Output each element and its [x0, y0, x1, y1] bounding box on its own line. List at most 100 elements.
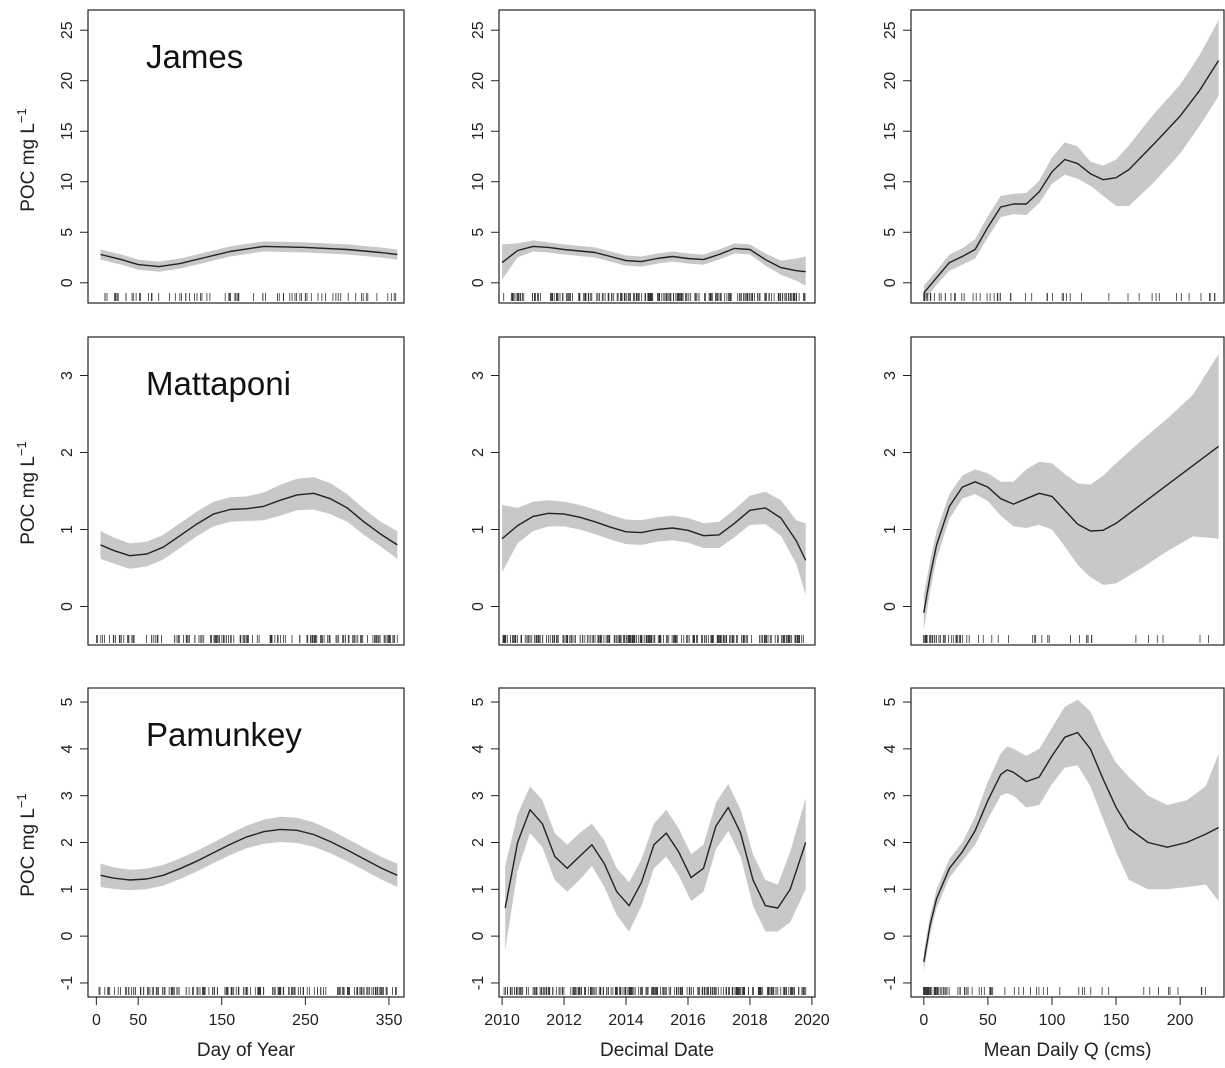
x-tick-label: 2020	[794, 1012, 830, 1029]
x-tick-label: 0	[92, 1012, 101, 1029]
x-tick-label: 2010	[484, 1012, 520, 1029]
y-tick-label: 20	[882, 72, 899, 90]
y-tick-label: 1	[59, 885, 76, 894]
x-tick-label: 0	[919, 1012, 928, 1029]
y-tick-label: 3	[470, 791, 487, 800]
y-tick-label: 3	[882, 791, 899, 800]
confidence-band-pamunkey-q	[923, 699, 1219, 972]
x-tick-label: 2014	[608, 1012, 644, 1029]
y-tick-label: 1	[470, 885, 487, 894]
confidence-band-pamunkey-date	[505, 784, 806, 951]
y-tick-label: 15	[470, 122, 487, 140]
y-tick-label: 5	[470, 228, 487, 237]
panel-james-doy: 0 5 10 15 20 25 James	[59, 9, 405, 304]
plot-frame-james-q	[910, 9, 1225, 304]
y-tick-label: 3	[470, 371, 487, 380]
rug-mattaponi-doy	[96, 635, 398, 643]
fit-line-mattaponi-q	[923, 445, 1220, 613]
fit-line-mattaponi-date	[501, 507, 807, 561]
y-axis-labels: POC mg L−1 POC mg L−1 POC mg L−1	[14, 108, 39, 897]
confidence-band-mattaponi-doy	[100, 477, 398, 569]
y-tick-label: 5	[882, 697, 899, 706]
y-tick-label: 4	[882, 744, 899, 753]
x-tick-label: 200	[1167, 1012, 1194, 1029]
x-tick-label: 2012	[546, 1012, 582, 1029]
fit-line-james-date	[501, 245, 806, 273]
y-tick-label: 0	[59, 932, 76, 941]
y-tick-label: 15	[59, 122, 76, 140]
rug-james-date	[503, 293, 806, 301]
y-tick-label: 0	[470, 932, 487, 941]
y-tick-label: 15	[882, 122, 899, 140]
panel-james-date: 0 5 10 15 20 25	[470, 9, 816, 304]
fit-line-mattaponi-doy	[100, 492, 398, 557]
y-tick-label: 2	[470, 838, 487, 847]
fit-line-james-q	[923, 60, 1220, 294]
x-tick-label: 100	[1039, 1012, 1066, 1029]
x-tick-label: 2016	[670, 1012, 706, 1029]
y-tick-label: 25	[59, 21, 76, 39]
y-tick-label: 0	[59, 602, 76, 611]
fit-line-pamunkey-q	[923, 731, 1219, 963]
y-tick-label: 1	[882, 885, 899, 894]
rug-mattaponi-date	[502, 635, 804, 643]
y-tick-label: 4	[470, 744, 487, 753]
confidence-band-mattaponi-q	[923, 353, 1219, 630]
y-tick-label: 1	[470, 525, 487, 534]
y-tick-label: 0	[59, 278, 76, 287]
y-tick-label: 3	[59, 371, 76, 380]
y-tick-label: 3	[882, 371, 899, 380]
fit-line-pamunkey-date	[504, 806, 807, 909]
y-tick-label: 1	[882, 525, 899, 534]
y-tick-label: 0	[882, 932, 899, 941]
y-axis-label-row-1: POC mg L−1	[14, 108, 39, 212]
y-tick-label: 0	[882, 278, 899, 287]
y-tick-label: -1	[59, 976, 76, 990]
y-tick-label: 5	[882, 228, 899, 237]
panel-mattaponi-date: 0 1 2 3	[470, 336, 816, 646]
river-name-pamunkey-doy: Pamunkey	[146, 716, 302, 753]
y-axis-label-row-2: POC mg L−1	[14, 441, 39, 545]
fit-line-pamunkey-doy	[100, 828, 398, 881]
panel-mattaponi-doy: 0 1 2 3 Mattaponi	[59, 336, 405, 646]
x-tick-label: 150	[208, 1012, 235, 1029]
plot-frame-mattaponi-date	[498, 336, 816, 646]
confidence-band-mattaponi-date	[502, 491, 806, 595]
river-name-mattaponi-doy: Mattaponi	[146, 365, 291, 402]
y-tick-label: 20	[470, 72, 487, 90]
plot-frame-james-doy	[87, 9, 405, 304]
rug-pamunkey-date	[503, 987, 807, 995]
y-tick-label: 10	[470, 173, 487, 191]
confidence-band-pamunkey-doy	[100, 816, 398, 891]
y-tick-label: 2	[882, 448, 899, 457]
y-tick-label: 25	[470, 21, 487, 39]
y-tick-label: 3	[59, 791, 76, 800]
y-tick-label: -1	[470, 976, 487, 990]
y-tick-label: -1	[882, 976, 899, 990]
y-tick-label: 2	[882, 838, 899, 847]
x-tick-label: 50	[129, 1012, 147, 1029]
y-tick-label: 10	[59, 173, 76, 191]
panel-james-q: 0 5 10 15 20 25	[882, 9, 1225, 304]
confidence-band-james-date	[502, 240, 806, 286]
plot-frame-james-date	[498, 9, 816, 304]
y-tick-label: 10	[882, 173, 899, 191]
y-tick-label: 2	[470, 448, 487, 457]
y-tick-label: 0	[470, 602, 487, 611]
x-tick-label: 50	[979, 1012, 997, 1029]
y-tick-label: 2	[59, 448, 76, 457]
confidence-band-james-doy	[100, 241, 398, 272]
plot-frame-mattaponi-doy	[87, 336, 405, 646]
confidence-band-james-q	[923, 20, 1219, 301]
panel-pamunkey-date: -1 0 1 2 3 4 5 2010 2012 2014 2016 2018 2020 Decimal …	[470, 687, 830, 1061]
rug-james-q	[923, 293, 1216, 301]
plot-frame-mattaponi-q	[910, 336, 1225, 646]
y-tick-label: 5	[59, 697, 76, 706]
y-tick-label: 4	[59, 744, 76, 753]
x-tick-label: 250	[292, 1012, 319, 1029]
y-tick-label: 20	[59, 72, 76, 90]
